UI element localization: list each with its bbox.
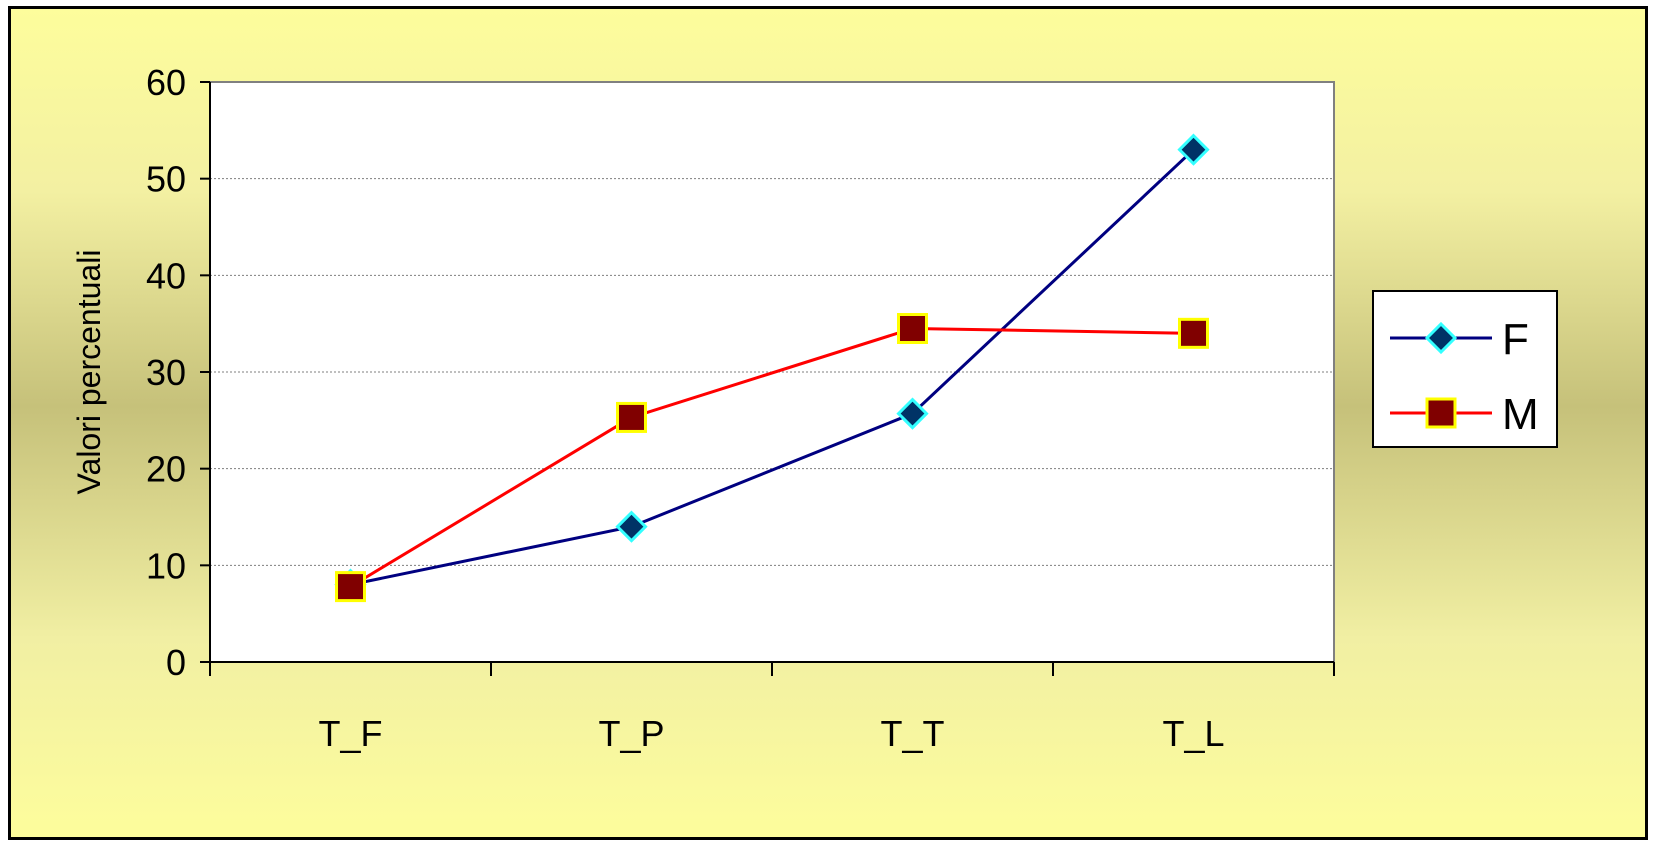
data-point [335,571,366,603]
series-layer [334,133,1210,603]
legend-item: F [1390,315,1529,364]
x-tick-label: T_T [880,713,944,754]
y-tick-label: 60 [146,62,186,103]
series-line [349,326,1194,588]
y-tick-label: 20 [146,449,186,490]
data-point [896,397,929,430]
y-tick-label: 0 [166,642,186,683]
legend-item: M [1390,390,1539,439]
legend-marker [1424,321,1458,355]
data-point [897,313,928,344]
data-point [616,401,647,433]
y-tick-label: 30 [146,352,186,393]
legend-label: M [1502,390,1539,439]
data-point [1177,133,1210,166]
data-point [615,510,648,543]
y-tick-label: 50 [146,159,186,200]
legend-box [1372,290,1558,448]
legend-marker [1425,397,1457,429]
legend: FM [1372,290,1558,448]
y-axis-title: Valori percentuali [71,250,107,495]
x-tick-label: T_L [1162,713,1224,754]
data-point [1178,317,1209,349]
series-M [335,313,1209,603]
axes [200,81,1335,676]
series-line [350,148,1195,587]
x-tick-labels: T_F T_P T_T T_L [318,713,1224,754]
x-tick-label: T_F [318,713,382,754]
legend-label: F [1502,315,1529,364]
y-tick-label: 40 [146,255,186,296]
y-tick-labels: 0 10 20 30 40 50 60 [146,62,186,683]
y-tick-label: 10 [146,545,186,586]
x-tick-label: T_P [598,713,664,754]
